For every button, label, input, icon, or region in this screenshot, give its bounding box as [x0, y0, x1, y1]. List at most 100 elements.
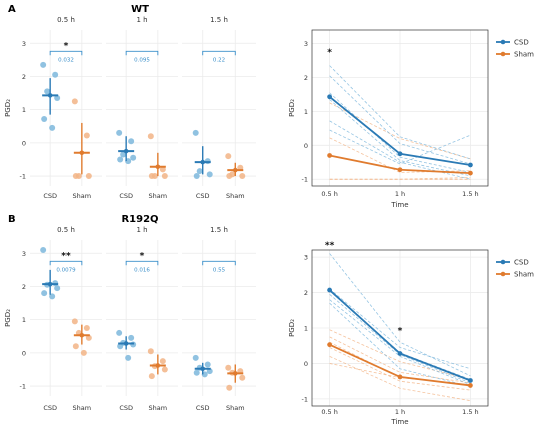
legend-label: Sham	[514, 51, 534, 59]
mean-point	[232, 167, 238, 173]
facet-label: 1 h	[136, 16, 147, 24]
data-point	[239, 374, 246, 381]
y-tick-label: 0	[22, 139, 26, 147]
data-point	[120, 151, 127, 158]
series-point	[327, 153, 332, 158]
y-tick-label: -1	[302, 395, 308, 403]
series-point	[327, 94, 332, 100]
individual-line-csd	[329, 288, 471, 370]
data-point	[83, 324, 90, 331]
individual-line-sham	[329, 329, 471, 380]
mean-point	[232, 371, 238, 376]
mean-point	[200, 366, 206, 372]
data-point	[147, 133, 154, 140]
y-tick-label: 1	[304, 325, 308, 333]
y-tick-label: 3	[22, 250, 26, 258]
data-point	[192, 129, 199, 136]
data-point	[54, 285, 61, 292]
y-tick-label: 1	[22, 106, 26, 114]
category-label: Sham	[149, 192, 168, 200]
x-axis-label: Time	[390, 418, 408, 426]
y-tick-label: 3	[304, 40, 308, 48]
series-point	[327, 342, 332, 348]
mean-point	[155, 363, 161, 368]
mean-point	[155, 164, 161, 170]
mean-point	[200, 159, 206, 165]
data-point	[128, 334, 135, 341]
individual-line-csd	[329, 92, 471, 173]
significance-stars: **	[61, 251, 71, 261]
y-tick-label: 2	[304, 74, 308, 82]
facet-label: 1.5 h	[210, 16, 228, 24]
legend-label: Sham	[514, 271, 534, 279]
legend-label: CSD	[514, 39, 529, 47]
panel-title: R192Q	[121, 214, 158, 225]
y-tick-label: 2	[22, 283, 26, 291]
individual-line-csd	[329, 65, 471, 160]
facet-label: 1 h	[136, 226, 147, 234]
category-label: CSD	[119, 404, 133, 412]
data-point	[147, 348, 154, 355]
individual-line-csd	[329, 299, 471, 386]
data-point	[161, 366, 168, 373]
y-tick-label: 0	[304, 360, 308, 368]
data-point	[71, 98, 78, 105]
y-axis-label: PGD₂	[4, 99, 12, 117]
y-tick-label: 2	[22, 73, 26, 81]
p-value-label: 0.095	[134, 57, 150, 63]
legend-marker	[500, 259, 506, 265]
grid-layer	[30, 30, 488, 406]
mean-point	[123, 148, 129, 154]
data-point	[116, 329, 123, 336]
category-label: CSD	[119, 192, 133, 200]
data-point	[192, 354, 199, 361]
data-point	[117, 343, 124, 350]
significance-bracket	[202, 50, 236, 56]
significance-stars: *	[64, 41, 69, 51]
data-point	[196, 168, 203, 175]
y-tick-label: 0	[22, 349, 26, 357]
individual-line-sham	[329, 336, 471, 384]
series-point	[397, 374, 403, 380]
facet-label: 0.5 h	[57, 16, 75, 24]
individual-line-sham	[329, 355, 471, 402]
facet-label: 0.5 h	[57, 226, 75, 234]
y-tick-label: -1	[20, 383, 26, 391]
legend-label: CSD	[514, 259, 529, 267]
legend-marker	[500, 271, 506, 277]
data-point	[44, 88, 51, 95]
marks-layer: A WT PGD₂ -1 0 1 2 3 0.5 h 0.032 * CSD Sham 1 h 0.095 C…	[4, 4, 534, 426]
x-tick-label: 0.5 h	[321, 408, 338, 416]
data-point	[204, 361, 211, 368]
y-tick-label: 2	[304, 289, 308, 297]
legend-marker	[500, 51, 506, 57]
data-point	[49, 293, 56, 300]
data-point	[85, 173, 92, 180]
x-tick-label: 1 h	[395, 408, 405, 416]
category-label: Sham	[149, 404, 168, 412]
panel-title: WT	[131, 4, 149, 15]
p-value-label: 0.22	[213, 57, 225, 63]
data-point	[41, 290, 48, 297]
significance-bracket	[125, 50, 159, 56]
data-point	[130, 154, 137, 161]
individual-line-csd	[329, 99, 471, 177]
series-point	[397, 151, 403, 157]
x-tick-label: 1 h	[395, 190, 405, 198]
y-tick-label: -1	[302, 176, 308, 184]
data-point	[85, 334, 92, 341]
p-value-label: 0.55	[213, 267, 226, 273]
series-point	[468, 170, 473, 176]
data-point	[193, 369, 200, 376]
panel-label: A	[8, 4, 16, 15]
data-point	[125, 354, 132, 361]
series-point	[468, 162, 473, 168]
mean-point	[79, 150, 85, 156]
y-tick-label: 3	[304, 254, 308, 262]
category-label: Sham	[73, 404, 92, 412]
data-point	[193, 173, 200, 180]
significance-bracket	[49, 260, 83, 266]
p-value-label: 0.0079	[56, 267, 76, 273]
mean-point	[123, 341, 129, 346]
